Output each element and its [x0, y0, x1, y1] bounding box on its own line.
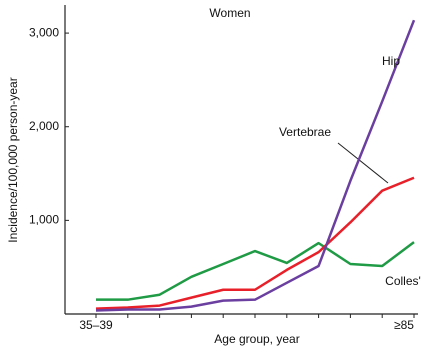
series-label: Vertebrae: [279, 125, 331, 139]
y-tick-label: 2,000: [29, 119, 59, 133]
series-line: [95, 176, 415, 310]
leader-line: [337, 142, 389, 184]
series-label: Colles': [385, 274, 421, 288]
x-axis-label: Age group, year: [214, 332, 299, 346]
series-line: [95, 19, 416, 312]
x-tick-label: ≥85: [394, 318, 414, 332]
series-line: [96, 241, 415, 301]
y-axis-label: Incidence/100,000 person-year: [6, 77, 20, 242]
series-label: Hip: [382, 54, 400, 68]
x-tick-label: 35–39: [79, 318, 113, 332]
y-tick-label: 1,000: [29, 213, 59, 227]
y-tick-label: 3,000: [29, 25, 59, 39]
chart-title: Women: [209, 6, 250, 20]
